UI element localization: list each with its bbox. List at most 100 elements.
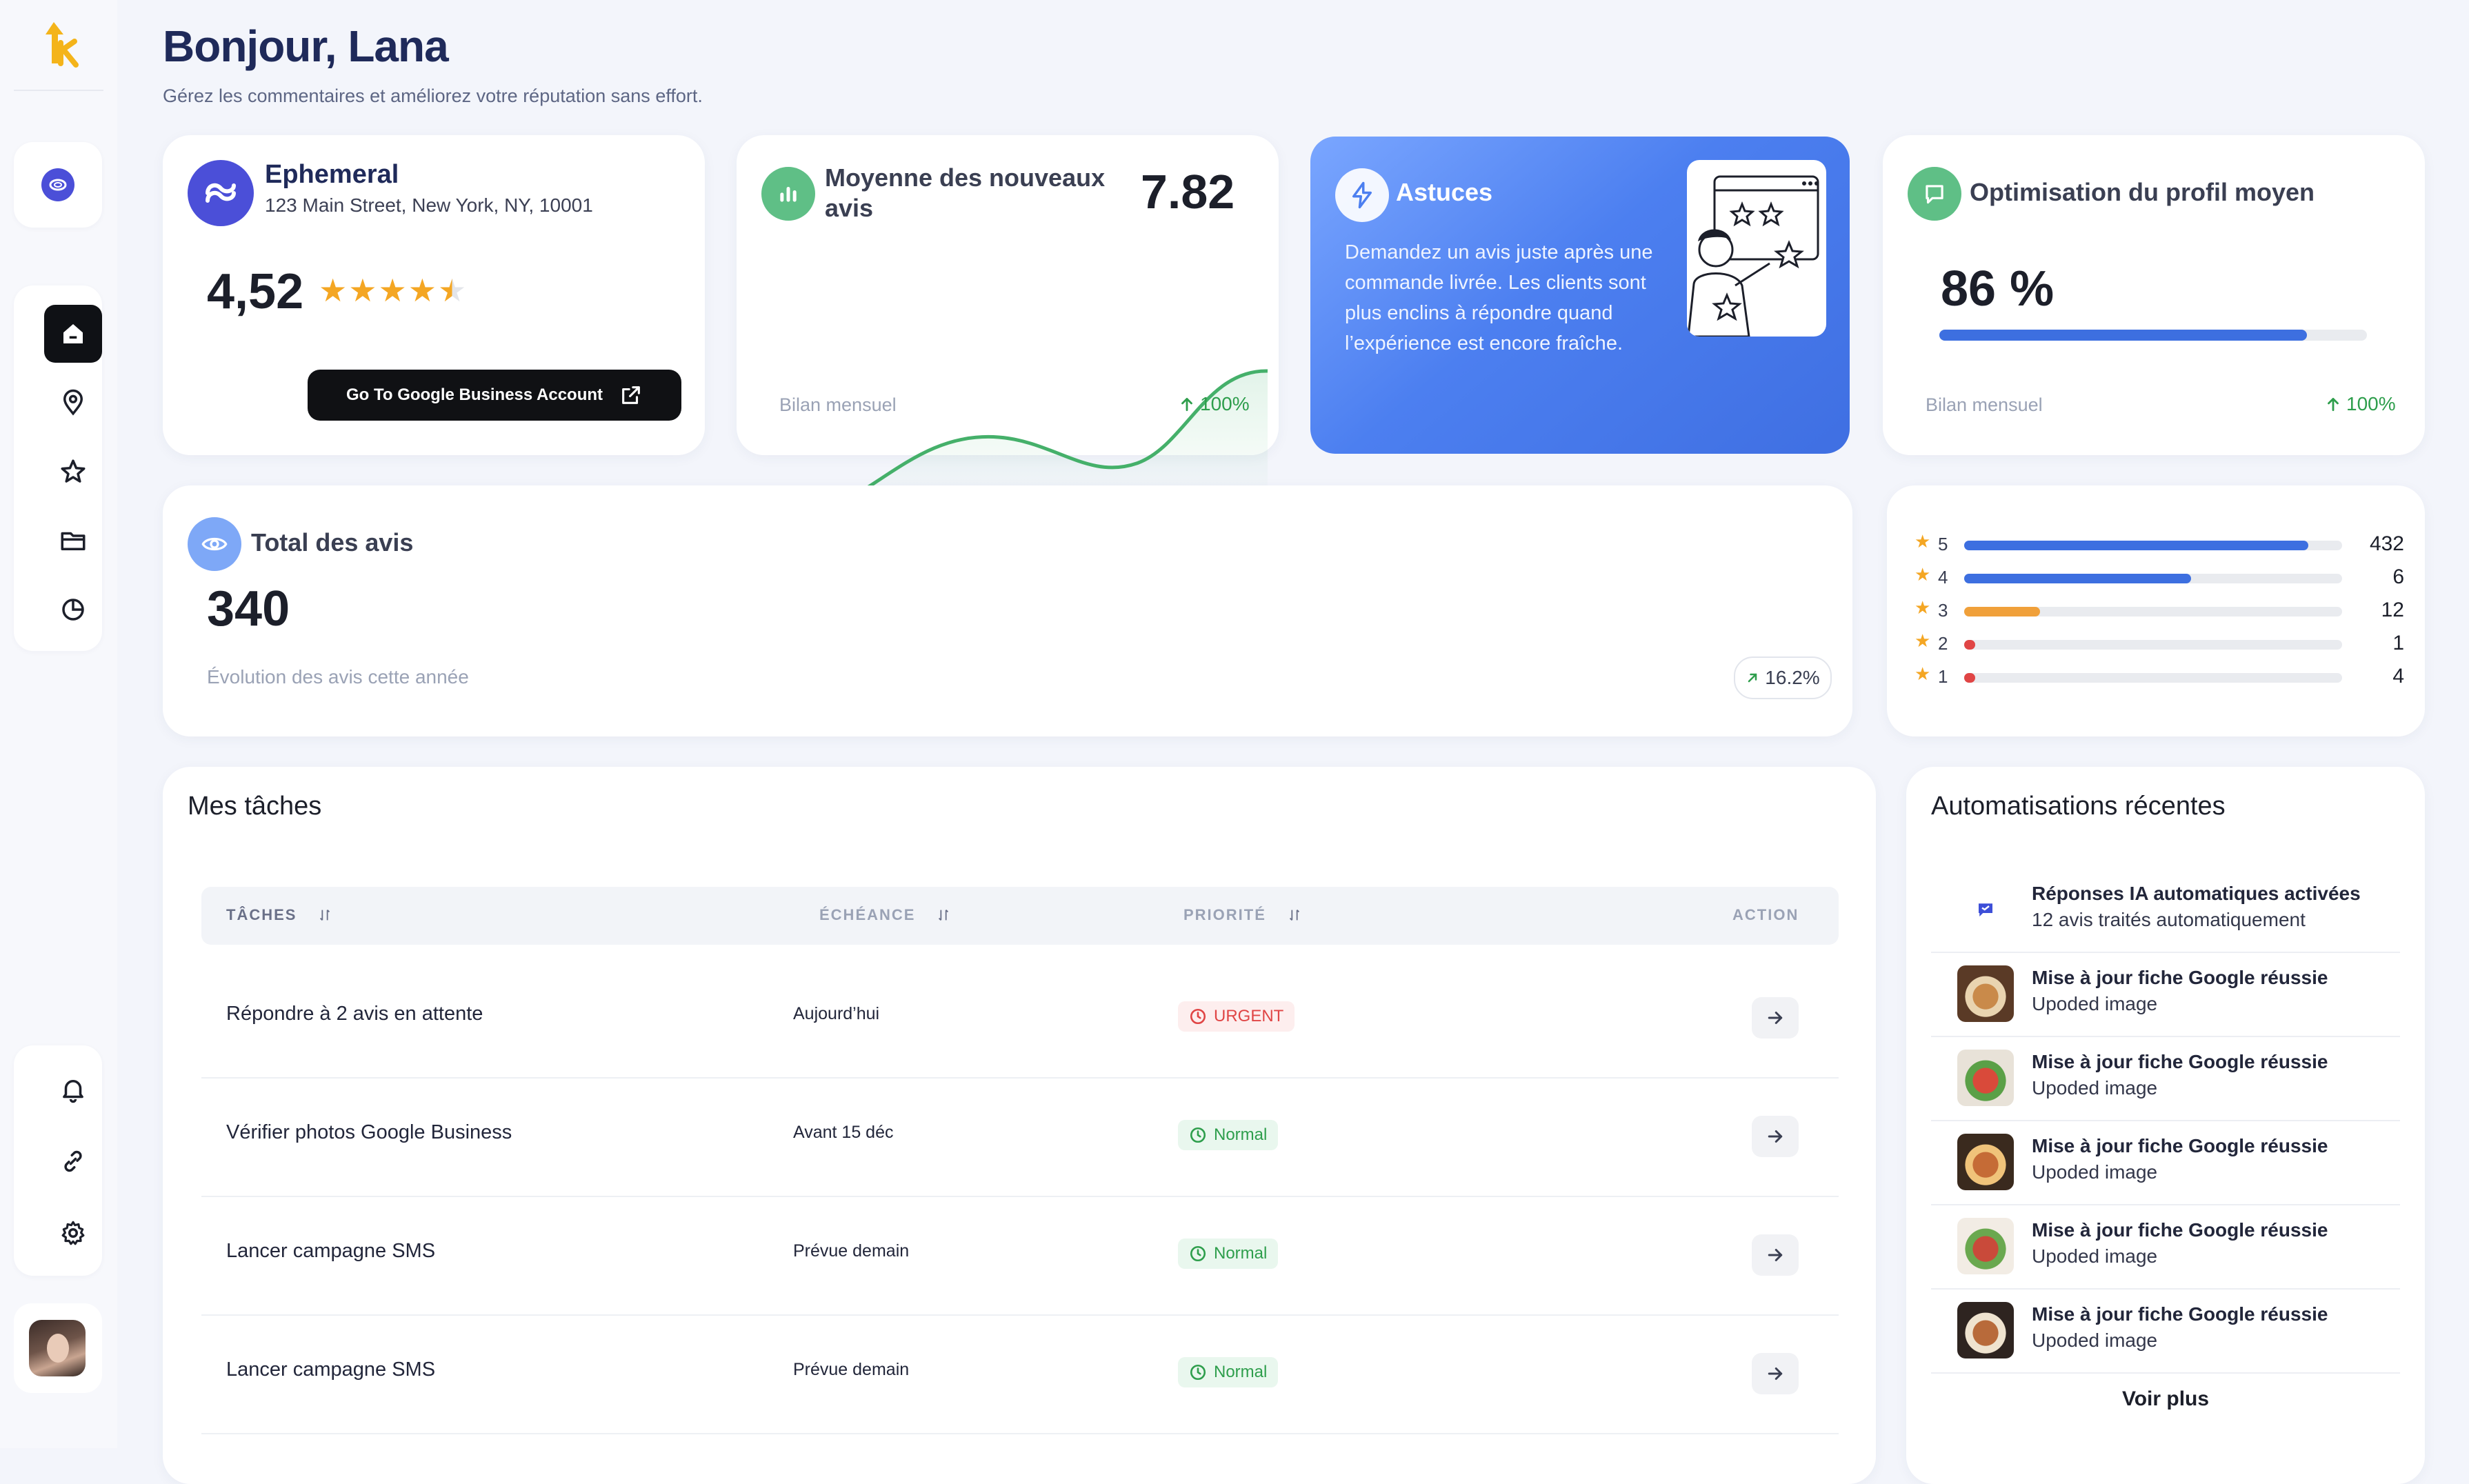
task-name: Lancer campagne SMS [226, 1240, 436, 1262]
sidebar-item-analytics[interactable] [44, 581, 102, 639]
distribution-stars-label: 4 [1938, 567, 1948, 588]
see-more-link[interactable]: Voir plus [2121, 1387, 2210, 1410]
automation-subtitle: Upoded image [2032, 1161, 2158, 1183]
automation-item[interactable]: Mise à jour fiche Google réussie Upoded i… [1931, 1205, 2400, 1288]
sort-icon [1289, 910, 1299, 921]
folder-icon [61, 532, 86, 550]
app-logo[interactable] [33, 15, 84, 70]
sidebar-item-integrations[interactable] [44, 1132, 102, 1190]
sidebar-item-home[interactable] [44, 305, 102, 363]
arrow-right-icon [1768, 1249, 1783, 1261]
star-icon: ★ [408, 272, 437, 308]
star-icon: ★ [1915, 630, 1931, 651]
column-header-label: TÂCHES [226, 906, 297, 923]
star-icon: ★ [319, 272, 348, 308]
task-name: Répondre à 2 avis en attente [226, 1003, 483, 1025]
table-row[interactable]: Répondre à 2 avis en attente Aujourd’hui U… [201, 960, 1839, 1079]
automation-item[interactable]: Mise à jour fiche Google réussie Upoded i… [1931, 1121, 2400, 1204]
star-icon: ★ [348, 272, 377, 308]
sidebar-item-settings[interactable] [44, 1204, 102, 1262]
profile-optimization-card: Optimisation du profil moyen 86 % Bilan … [1883, 135, 2425, 455]
tips-illustration [1687, 160, 1826, 337]
tips-text: Demandez un avis juste après une command… [1345, 241, 1653, 354]
sidebar-item-reviews[interactable] [44, 443, 102, 501]
task-action-button[interactable] [1752, 1116, 1799, 1157]
workspace-switcher[interactable] [14, 142, 102, 228]
pie-chart-icon [62, 599, 84, 621]
new-reviews-card: Moyenne des nouveaux avis 7.82 Bilan men… [737, 135, 1279, 506]
priority-badge: Normal [1178, 1120, 1279, 1150]
table-row[interactable]: Lancer campagne SMS Prévue demain Normal [201, 1316, 1839, 1434]
table-row[interactable]: Vérifier photos Google Business Avant 15 … [201, 1079, 1839, 1197]
sidebar-bottom [14, 1045, 102, 1276]
food-photo-thumbnail [1957, 1218, 2014, 1274]
distribution-row: ★ 4 6 [1915, 564, 2404, 590]
column-header-due[interactable]: ÉCHÉANCE [819, 906, 951, 924]
task-name: Vérifier photos Google Business [226, 1121, 512, 1143]
rating-stars: ★ ★ ★ ★ ★ [319, 272, 466, 309]
star-icon [61, 459, 86, 483]
distribution-bar [1964, 607, 2342, 616]
distribution-count: 12 [2381, 599, 2404, 621]
automations-title: Automatisations récentes [1931, 792, 2226, 821]
automation-subtitle: 12 avis traités automatiquement [2032, 909, 2306, 930]
new-reviews-sparkline [837, 369, 1268, 506]
task-action-button[interactable] [1752, 1353, 1799, 1394]
sidebar-item-files[interactable] [44, 512, 102, 570]
automation-item[interactable]: Mise à jour fiche Google réussie Upoded i… [1931, 1037, 2400, 1120]
google-business-button[interactable]: Go To Google Business Account [308, 370, 681, 421]
automation-title: Mise à jour fiche Google réussie [2032, 1303, 2328, 1325]
tips-title: Astuces [1396, 178, 1493, 206]
arrow-up-icon [1181, 398, 1192, 412]
automation-title: Mise à jour fiche Google réussie [2032, 1051, 2328, 1072]
home-icon [63, 324, 83, 343]
task-action-button[interactable] [1752, 1234, 1799, 1276]
sidebar-item-notifications[interactable] [44, 1061, 102, 1119]
profile-footer: Bilan mensuel [1926, 394, 2043, 415]
task-due: Aujourd’hui [793, 1004, 880, 1023]
sidebar-item-locations[interactable] [44, 374, 102, 432]
food-photo-thumbnail [1957, 1050, 2014, 1106]
total-title: Total des avis [251, 528, 414, 556]
profile-progress-bar [1939, 330, 2367, 341]
workspace-logo-icon [41, 168, 74, 201]
tasks-card: Mes tâches TÂCHES ÉCHÉANCE PRIORITÉ ACTI… [163, 767, 1876, 1484]
automation-item[interactable]: Réponses IA automatiques activées 12 avis… [1931, 869, 2400, 952]
automation-title: Mise à jour fiche Google réussie [2032, 1219, 2328, 1241]
automation-item[interactable]: Mise à jour fiche Google réussie Upoded i… [1931, 953, 2400, 1036]
column-header-action: ACTION [1732, 906, 1799, 923]
table-row[interactable]: Lancer campagne SMS Prévue demain Normal [201, 1197, 1839, 1316]
profile-change: 100% [2324, 393, 2396, 415]
row-divider [201, 1196, 1839, 1197]
priority-label: Normal [1214, 1125, 1268, 1144]
column-header-tasks[interactable]: TÂCHES [226, 906, 332, 924]
distribution-bar [1964, 574, 2342, 583]
tips-card: Astuces Demandez un avis juste après une… [1310, 137, 1850, 454]
new-reviews-change: 100% [1178, 393, 1250, 415]
clock-icon [1190, 1245, 1206, 1262]
bar-chart-icon [761, 167, 815, 221]
distribution-count: 432 [2369, 532, 2404, 555]
arrow-right-icon [1768, 1130, 1783, 1143]
new-reviews-footer: Bilan mensuel [779, 394, 897, 415]
clock-icon [1190, 1364, 1206, 1381]
star-icon: ★ [1915, 531, 1931, 552]
column-header-priority[interactable]: PRIORITÉ [1183, 906, 1302, 924]
tasks-title: Mes tâches [188, 792, 322, 821]
sidebar-divider [14, 90, 103, 91]
row-divider [201, 1433, 1839, 1434]
user-menu[interactable] [14, 1303, 102, 1393]
distribution-bar-fill [1964, 541, 2308, 550]
distribution-count: 6 [2392, 565, 2404, 588]
distribution-bar [1964, 541, 2342, 550]
eye-icon [188, 517, 241, 571]
arrow-up-icon [2328, 398, 2339, 412]
task-action-button[interactable] [1752, 997, 1799, 1039]
distribution-stars-label: 2 [1938, 633, 1948, 654]
total-footer: Évolution des avis cette année [207, 666, 469, 688]
automation-item[interactable]: Mise à jour fiche Google réussie Upoded i… [1931, 1290, 2400, 1372]
gear-icon [61, 1221, 85, 1245]
new-reviews-change-value: 100% [1200, 393, 1250, 414]
priority-badge: Normal [1178, 1357, 1279, 1387]
food-photo-thumbnail [1957, 1134, 2014, 1190]
